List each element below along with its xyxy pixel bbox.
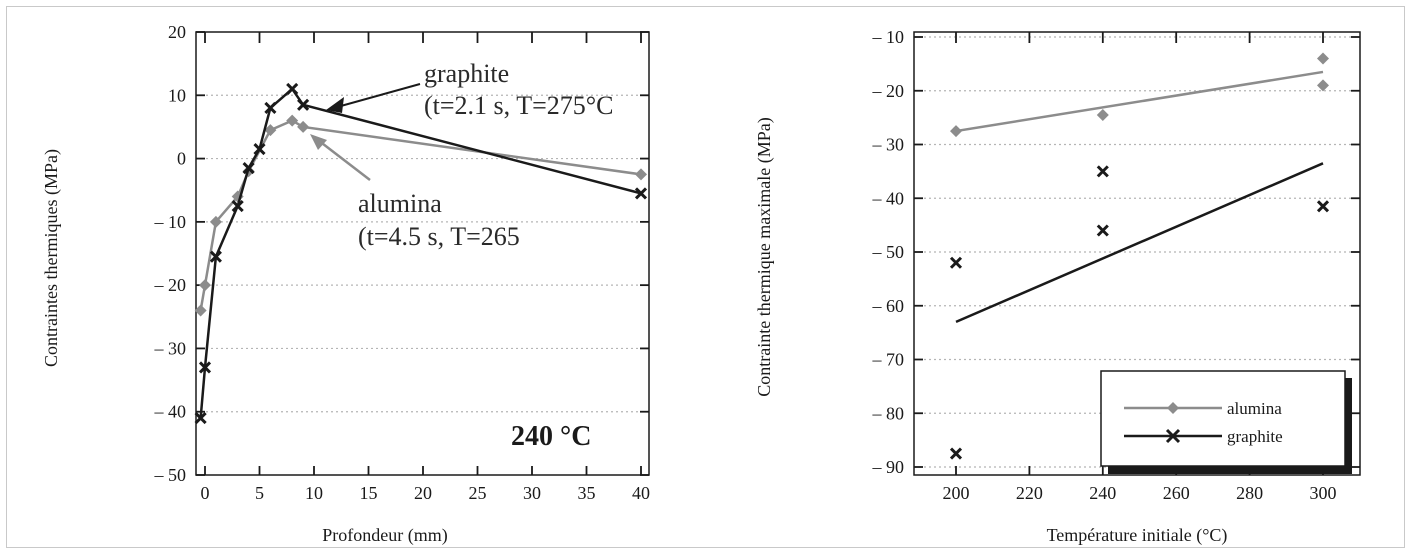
y-tick-label: – 80: [872, 403, 905, 423]
graphite-point: [297, 98, 310, 111]
y-tick-labels: 20 10 0 – 10 – 20 – 30 – 40 – 50: [154, 22, 187, 485]
y-tick-label: – 30: [872, 135, 905, 155]
graphite-arrow-line: [329, 83, 421, 110]
alumina-annotation-label: alumina: [358, 189, 442, 218]
y-tick-label: – 50: [872, 242, 905, 262]
x-tick-label: 240: [1089, 483, 1116, 503]
y-axis-label: Contraintes thermiques (MPa): [41, 149, 62, 367]
x-tick-label: 260: [1163, 483, 1190, 503]
x-tick-label: 25: [469, 483, 487, 503]
plot-frame: [913, 31, 1361, 476]
graphite-annotation-label: graphite: [424, 59, 509, 88]
chart-initial-temp-max-stress: 200 220 240 260 280 300 – 10– 20– 30– 40– 50–…: [754, 27, 1361, 546]
x-tick-label: 10: [305, 483, 323, 503]
y-tick-label: – 90: [872, 457, 905, 477]
y-tick-label: – 40: [872, 188, 905, 208]
alumina-point: [635, 168, 647, 181]
alumina-point: [199, 279, 211, 292]
alumina-point: [264, 124, 277, 137]
graphite-point: [242, 162, 255, 175]
chart-depth-stress: 0 5 10 15 20 25 30 35 40 20 10 0 – 10 – 20 – 30 – 40 – …: [41, 22, 650, 546]
y-tick-label: – 20: [872, 81, 905, 101]
graphite-point: [253, 143, 266, 156]
graphite-annotation-detail: (t=2.1 s, T=275°C: [424, 91, 613, 120]
y-tick-label: 20: [168, 22, 186, 42]
y-tick-label: 0: [177, 149, 186, 169]
graphite-point: [198, 361, 212, 374]
alumina-point: [1317, 79, 1329, 92]
x-tick-label: 280: [1236, 483, 1263, 503]
graphite-point: [949, 256, 963, 269]
x-tick-labels: 0 5 10 15 20 25 30 35 40: [201, 483, 651, 503]
graphite-point: [949, 447, 963, 460]
graphite-line: [199, 87, 642, 419]
graphite-point: [1316, 200, 1330, 213]
graphite-point: [1096, 224, 1109, 237]
graphite-arrowhead: [326, 97, 344, 113]
alumina-point: [286, 114, 299, 127]
y-tick-label: – 30: [154, 338, 187, 358]
graphite-fit-line: [955, 162, 1324, 324]
y-tick-label: – 40: [154, 402, 187, 422]
alumina-point: [1317, 52, 1329, 65]
x-tick-label: 40: [632, 483, 650, 503]
alumina-point: [297, 120, 310, 133]
y-tick-label: – 10: [154, 212, 187, 232]
series-group: [194, 82, 648, 425]
legend: alumina graphite: [1100, 370, 1352, 474]
y-axis-label: Contrainte thermique maximale (MPa): [754, 117, 775, 396]
x-tick-label: 35: [578, 483, 596, 503]
figure-frame: [6, 6, 1405, 548]
x-tick-label: 300: [1310, 483, 1337, 503]
alumina-point: [194, 304, 207, 317]
y-tick-label: – 60: [872, 296, 905, 316]
y-tick-label: – 50: [154, 465, 187, 485]
temperature-label: 240 °C: [511, 421, 591, 452]
alumina-fit-line: [955, 70, 1324, 133]
x-tick-label: 30: [523, 483, 541, 503]
y-tick-labels: – 10 – 20 – 30 – 40 – 50 – 60 – 70 – 80 – 90: [872, 27, 905, 477]
alumina-arrow-line: [313, 136, 371, 181]
graphite-point: [194, 411, 207, 425]
y-tick-label: 10: [168, 85, 186, 105]
legend-graphite-label: graphite: [1227, 427, 1283, 446]
x-tick-label: 0: [201, 483, 210, 503]
ticks: [196, 31, 649, 476]
x-tick-label: 220: [1016, 483, 1043, 503]
y-tick-label: – 70: [872, 350, 905, 370]
alumina-annotation-detail: (t=4.5 s, T=265: [358, 222, 520, 251]
x-tick-label: 15: [360, 483, 378, 503]
graphite-point: [286, 82, 299, 96]
legend-graphite-marker: [1165, 428, 1181, 444]
legend-box: [1100, 370, 1346, 467]
graphite-point: [231, 199, 244, 213]
x-tick-label: 5: [255, 483, 264, 503]
grid: [196, 94, 649, 413]
graphite-point: [634, 187, 648, 200]
y-tick-label: – 10: [872, 27, 905, 47]
alumina-arrowhead: [310, 134, 327, 150]
graphite-point: [209, 250, 222, 263]
legend-alumina-label: alumina: [1227, 399, 1282, 418]
x-tick-label: 200: [943, 483, 970, 503]
legend-alumina-marker: [1167, 402, 1179, 414]
series-group: [949, 52, 1330, 460]
x-tick-labels: 200 220 240 260 280 300: [943, 483, 1337, 503]
y-tick-label: – 20: [154, 275, 187, 295]
x-axis-label: Température initiale (°C): [1047, 525, 1228, 546]
alumina-point: [1096, 108, 1109, 121]
alumina-point: [209, 215, 222, 228]
graphite-point: [1096, 165, 1109, 178]
alumina-point: [950, 125, 962, 138]
x-axis-label: Profondeur (mm): [322, 525, 447, 546]
x-tick-label: 20: [414, 483, 432, 503]
graphite-point: [264, 101, 277, 115]
